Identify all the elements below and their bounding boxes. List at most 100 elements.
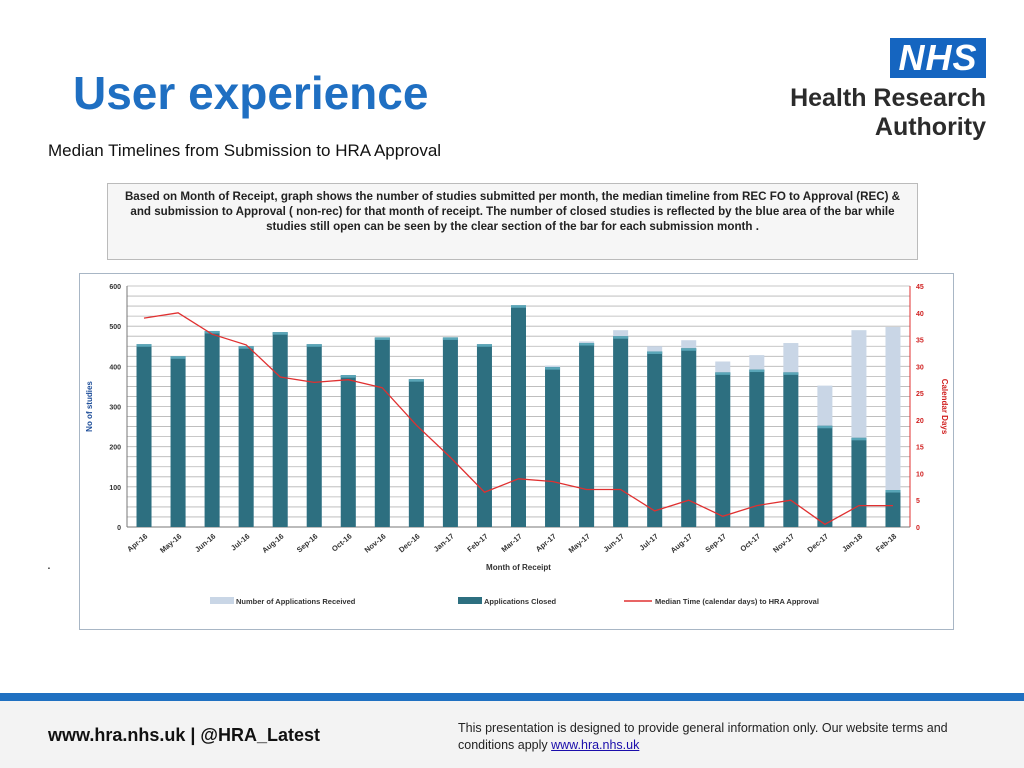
footer-links: www.hra.nhs.uk | @HRA_Latest bbox=[48, 725, 320, 745]
bar-closed-highlight bbox=[647, 351, 663, 354]
bar-closed-highlight bbox=[408, 379, 424, 382]
x-tick-label: Apr-17 bbox=[534, 532, 558, 554]
x-tick-label: May-16 bbox=[158, 532, 183, 555]
y-tick-label: 100 bbox=[109, 485, 121, 492]
legend-label-median: Median Time (calendar days) to HRA Appro… bbox=[655, 597, 819, 606]
bar-closed bbox=[136, 344, 152, 527]
bar-closed bbox=[306, 344, 322, 527]
x-tick-label: Sep-17 bbox=[703, 532, 728, 555]
y2-tick-label: 0 bbox=[916, 525, 920, 532]
x-tick-label: Jul-17 bbox=[638, 532, 660, 553]
x-tick-label: Jan-17 bbox=[432, 532, 456, 554]
bar-closed bbox=[408, 379, 424, 527]
explanation-text: Based on Month of Receipt, graph shows t… bbox=[124, 190, 901, 233]
y2-tick-label: 25 bbox=[916, 391, 924, 398]
y2-tick-label: 40 bbox=[916, 311, 924, 318]
bar-closed bbox=[476, 344, 492, 527]
x-axis-title: Month of Receipt bbox=[486, 563, 551, 572]
x-tick-label: Oct-16 bbox=[330, 532, 354, 554]
bar-closed-highlight bbox=[476, 344, 492, 347]
x-tick-label: Feb-18 bbox=[874, 532, 898, 554]
x-tick-label: Nov-17 bbox=[771, 532, 796, 555]
bar-closed bbox=[613, 336, 629, 527]
bar-closed-highlight bbox=[545, 367, 561, 370]
bar-closed bbox=[204, 330, 220, 527]
bar-received bbox=[885, 326, 901, 527]
bar-closed-highlight bbox=[783, 372, 799, 375]
y2-tick-label: 35 bbox=[916, 338, 924, 345]
bar-closed bbox=[851, 437, 867, 527]
explanation-note: Based on Month of Receipt, graph shows t… bbox=[107, 183, 918, 260]
y2-axis-title: Calendar Days bbox=[940, 379, 949, 435]
bar-closed-highlight bbox=[204, 330, 220, 334]
y-tick-label: 400 bbox=[109, 364, 121, 371]
bar-closed-highlight bbox=[238, 346, 254, 349]
legend-swatch-closed bbox=[458, 597, 482, 604]
bar-closed bbox=[681, 348, 697, 527]
bar-closed-highlight bbox=[885, 490, 901, 493]
bar-closed-highlight bbox=[851, 437, 867, 441]
bar-closed-highlight bbox=[579, 343, 595, 346]
x-tick-label: Nov-16 bbox=[363, 532, 388, 555]
bar-closed-highlight bbox=[613, 336, 629, 339]
bar-closed bbox=[885, 490, 901, 527]
x-tick-label: Jun-17 bbox=[602, 532, 626, 554]
y-axis-title: No of studies bbox=[85, 381, 94, 432]
y2-tick-label: 10 bbox=[916, 471, 924, 478]
bar-closed-highlight bbox=[715, 372, 731, 375]
legend-swatch-received bbox=[210, 597, 234, 604]
bar-closed bbox=[817, 425, 833, 527]
footer-accent-bar bbox=[0, 693, 1024, 701]
legend-label-received: Number of Applications Received bbox=[236, 597, 356, 606]
bar-closed-highlight bbox=[817, 425, 833, 429]
bar-closed-highlight bbox=[681, 348, 697, 351]
page-title: User experience bbox=[73, 67, 429, 119]
bar-closed bbox=[238, 346, 254, 527]
y2-tick-label: 15 bbox=[916, 445, 924, 452]
hra-logo: NHS Health Research Authority bbox=[780, 38, 986, 148]
x-tick-label: Feb-17 bbox=[465, 532, 489, 554]
y2-tick-label: 30 bbox=[916, 364, 924, 371]
y-tick-label: 200 bbox=[109, 445, 121, 452]
y2-tick-label: 5 bbox=[916, 498, 920, 505]
x-tick-label: Oct-17 bbox=[738, 532, 762, 554]
y2-tick-label: 20 bbox=[916, 418, 924, 425]
x-tick-label: Dec-16 bbox=[397, 532, 422, 555]
bar-closed bbox=[545, 367, 561, 527]
nhs-logo: NHS bbox=[890, 38, 986, 78]
x-tick-label: Jan-18 bbox=[840, 532, 864, 554]
bar-closed-highlight bbox=[511, 305, 526, 308]
y-tick-label: 600 bbox=[109, 284, 121, 291]
x-tick-label: Mar-17 bbox=[499, 532, 523, 554]
chart-container: 0 100 200 300 400 500 600 0 5 10 15 20 25 30 35 40 45 Apr… bbox=[79, 273, 954, 630]
x-tick-label: Aug-16 bbox=[260, 532, 285, 555]
bar-closed-highlight bbox=[136, 344, 152, 347]
bar-closed bbox=[783, 372, 799, 527]
timeline-chart: 0 100 200 300 400 500 600 0 5 10 15 20 25 30 35 40 45 Apr… bbox=[85, 284, 949, 606]
bar-closed bbox=[579, 343, 595, 527]
bar-closed bbox=[170, 356, 186, 527]
footer bbox=[0, 701, 1024, 768]
footer-disclaimer: This presentation is designed to provide… bbox=[458, 720, 998, 754]
bar-closed-highlight bbox=[442, 337, 458, 340]
bar-closed bbox=[749, 369, 765, 527]
x-tick-label: Jun-16 bbox=[193, 532, 217, 554]
org-name-line1: Health Research bbox=[790, 84, 986, 112]
x-tick-label: Aug-17 bbox=[669, 532, 694, 555]
disclaimer-text: This presentation is designed to provide… bbox=[458, 721, 948, 752]
bar-closed-highlight bbox=[170, 356, 186, 359]
x-tick-label: Sep-16 bbox=[295, 532, 320, 555]
y2-tick-label: 45 bbox=[916, 284, 924, 291]
bar-closed-highlight bbox=[374, 337, 390, 340]
page-subtitle: Median Timelines from Submission to HRA … bbox=[48, 141, 442, 160]
website-link[interactable]: www.hra.nhs.uk bbox=[551, 738, 640, 752]
x-tick-label: Apr-16 bbox=[125, 532, 149, 554]
y-tick-label: 300 bbox=[109, 405, 121, 412]
bar-closed bbox=[715, 372, 731, 527]
bar-closed bbox=[511, 305, 526, 527]
bar-closed bbox=[374, 337, 390, 527]
bar-closed bbox=[442, 337, 458, 527]
bar-closed bbox=[272, 332, 288, 527]
bar-closed-highlight bbox=[749, 369, 765, 373]
x-tick-label: Dec-17 bbox=[806, 532, 831, 555]
